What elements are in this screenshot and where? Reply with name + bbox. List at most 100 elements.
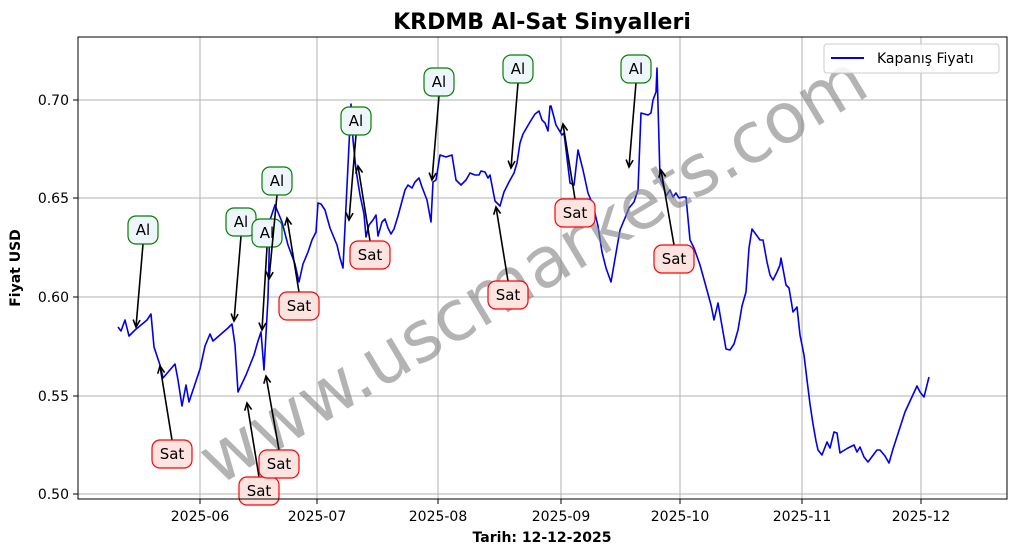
sell-signal-annotation: Sat xyxy=(258,374,300,479)
arrow-head-icon xyxy=(492,205,502,215)
price-line-series xyxy=(117,67,930,464)
signal-label-box xyxy=(127,215,159,245)
buy-signal-annotation: Al xyxy=(225,207,257,323)
chart-title: KRDMB Al-Sat Sinyalleri xyxy=(393,10,691,35)
buy-signal-annotation: Al xyxy=(340,106,372,222)
x-tick-label: 2025-08 xyxy=(409,509,468,525)
signal-label-box xyxy=(502,54,534,84)
arrow-head-icon xyxy=(263,374,272,384)
buy-signal-annotation: Al xyxy=(502,54,534,170)
x-tick-label: 2025-07 xyxy=(288,509,347,525)
signal-label-box xyxy=(487,280,529,310)
arrow-line xyxy=(348,134,357,221)
sell-signal-annotation: Sat xyxy=(238,401,280,506)
signal-label-text: Al xyxy=(432,73,446,91)
arrow-line xyxy=(286,217,300,293)
arrow-head-icon xyxy=(283,216,293,226)
x-axis-label: Tarih: 12-12-2025 xyxy=(473,530,612,546)
arrow-head-icon xyxy=(507,160,516,170)
y-tick-label: 0.70 xyxy=(38,93,69,109)
signal-label-text: Al xyxy=(511,60,525,78)
arrow-line xyxy=(233,235,242,322)
signal-label-box xyxy=(258,449,300,479)
arrow-head-icon xyxy=(354,164,364,174)
arrow-line xyxy=(431,95,440,181)
arrow-line xyxy=(265,375,280,451)
sell-signal-annotation: Sat xyxy=(653,168,695,274)
arrow-line xyxy=(510,82,519,169)
arrow-head-icon xyxy=(345,212,354,222)
signal-label-box xyxy=(261,166,293,196)
sell-signal-annotation: Sat xyxy=(554,122,596,228)
arrow-head-icon xyxy=(230,313,239,323)
arrow-line xyxy=(628,82,637,168)
signal-label-text: Sat xyxy=(160,445,185,463)
buy-signal-annotation: Al xyxy=(127,215,159,329)
arrow-line xyxy=(268,194,278,280)
legend-label: Kapanış Fiyatı xyxy=(877,51,974,67)
signal-label-box xyxy=(349,240,391,270)
arrow-head-icon xyxy=(243,401,253,411)
signal-label-text: Al xyxy=(349,112,363,130)
arrow-head-icon xyxy=(658,168,667,178)
x-tick-label: 2025-10 xyxy=(651,509,710,525)
signal-annotations: Al Al Al Al Al Al Al Al Sat Sat Sat Sat Sat Sat Sat Sat xyxy=(127,54,695,506)
y-tick-label: 0.60 xyxy=(38,290,69,306)
arrow-head-icon xyxy=(132,319,141,329)
arrow-head-icon xyxy=(559,122,569,132)
x-tick-label: 2025-09 xyxy=(532,509,591,525)
signal-label-text: Sat xyxy=(496,286,521,304)
signal-label-text: Al xyxy=(136,221,150,239)
x-axis: 2025-06 2025-07 2025-08 2025-09 2025-10 … xyxy=(171,499,951,546)
y-tick-label: 0.55 xyxy=(38,389,69,405)
y-tick-label: 0.50 xyxy=(38,487,69,503)
arrow-line xyxy=(135,243,144,328)
sell-signal-annotation: Sat xyxy=(487,205,529,310)
y-tick-label: 0.65 xyxy=(38,191,69,207)
buy-signal-annotation: Al xyxy=(620,54,652,169)
arrow-head-icon xyxy=(625,159,634,169)
signal-label-box xyxy=(554,198,596,228)
buy-signal-annotation: Al xyxy=(251,218,283,332)
legend: Kapanış Fiyatı xyxy=(823,43,1000,74)
signal-label-text: Al xyxy=(629,60,643,78)
signal-label-text: Sat xyxy=(662,250,687,268)
x-tick-label: 2025-12 xyxy=(892,509,951,525)
signal-label-box xyxy=(278,291,320,321)
arrow-line xyxy=(495,206,509,282)
axes-frame xyxy=(77,36,1008,500)
signal-label-box xyxy=(238,476,280,506)
buy-signal-annotation: Al xyxy=(423,67,455,182)
arrow-line xyxy=(562,123,576,200)
y-axis: 0.70 0.65 0.60 0.55 0.50 Fiyat USD xyxy=(8,93,78,503)
sell-signal-annotation: Sat xyxy=(151,364,193,469)
signal-label-text: Sat xyxy=(287,297,312,315)
arrow-line xyxy=(357,165,371,242)
signal-label-box xyxy=(620,54,652,84)
signal-label-text: Sat xyxy=(247,482,272,500)
signal-label-text: Al xyxy=(270,172,284,190)
arrow-head-icon xyxy=(258,322,267,332)
signal-label-text: Sat xyxy=(563,204,588,222)
legend-box xyxy=(823,43,1000,74)
signal-label-box xyxy=(151,439,193,469)
y-axis-label: Fiyat USD xyxy=(8,229,24,307)
arrow-line xyxy=(660,169,675,246)
signal-label-text: Sat xyxy=(267,455,292,473)
arrow-line xyxy=(159,365,173,441)
x-tick-label: 2025-06 xyxy=(171,509,230,525)
arrow-head-icon xyxy=(156,364,166,374)
sell-signal-annotation: Sat xyxy=(278,216,320,321)
x-tick-label: 2025-11 xyxy=(773,509,832,525)
buy-signal-annotation: Al xyxy=(261,166,293,281)
signal-label-box xyxy=(340,106,372,136)
sell-signal-annotation: Sat xyxy=(349,164,391,270)
arrow-line xyxy=(246,402,260,478)
arrow-head-icon xyxy=(265,271,274,281)
signal-label-box xyxy=(653,244,695,274)
signal-label-box xyxy=(423,67,455,97)
arrow-head-icon xyxy=(428,172,437,182)
signal-label-text: Al xyxy=(234,213,248,231)
signal-label-text: Al xyxy=(260,224,274,242)
